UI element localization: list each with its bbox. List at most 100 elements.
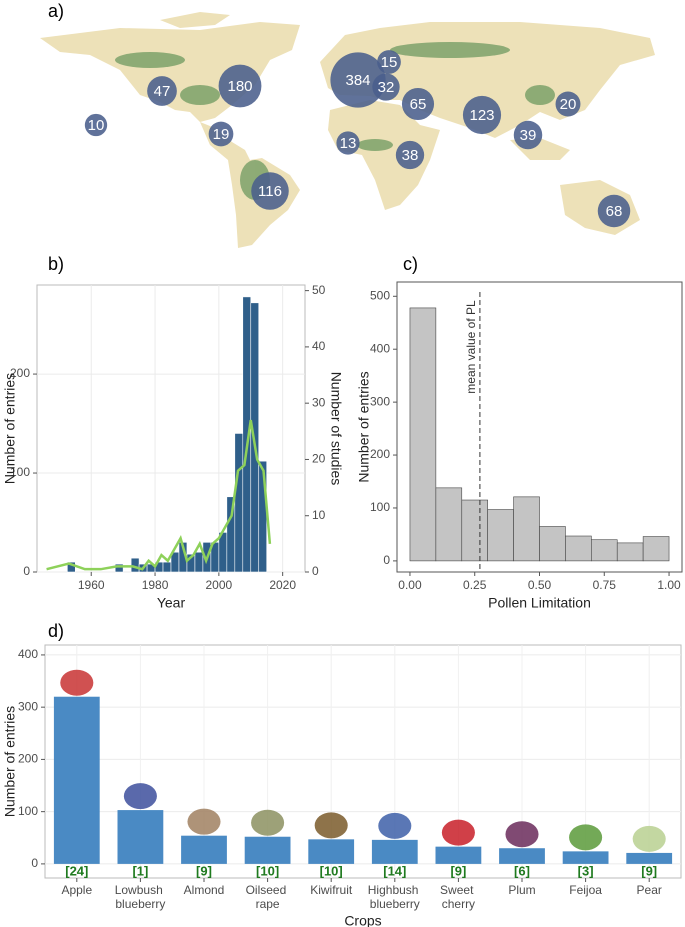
histogram-bar [461,499,488,562]
mean-annotation: mean value of PL [464,300,478,394]
histogram-bar [258,460,268,573]
x-tick-line: blueberry [115,897,165,911]
study-count-label: [9] [450,863,466,878]
x-tick-line: Lowbush [115,883,166,897]
forest [115,52,185,68]
crop-icon [314,812,348,839]
y2-axis-label: Number of studies [328,372,344,486]
y-tick-label: 0 [383,553,390,567]
bubble-label: 38 [402,147,419,164]
histogram-bar [591,539,618,562]
x-tick-line: cherry [442,897,475,911]
x-tick-label: 1960 [78,578,105,592]
y-tick-label: 20 [312,452,326,466]
bubble-label: 65 [410,96,427,113]
crop-icon [505,821,539,848]
study-count-label: [24] [65,863,88,878]
y-tick-label: 0 [23,564,30,578]
bar [435,846,482,864]
crop-icon [569,824,603,851]
histogram-bar [435,487,463,562]
land [40,22,300,122]
bar [626,852,673,864]
histogram-bar [513,496,540,562]
panel-label: c) [403,254,418,274]
x-tick-label: 1980 [142,578,169,592]
study-count-label: [9] [641,863,657,878]
x-tick-label: Lowbush blueberry [115,883,166,911]
x-tick-label: Oilseed rape [246,883,290,911]
crop-icon [441,819,475,846]
histogram-bar [114,563,124,573]
bubble [208,121,234,147]
y-tick-label: 400 [370,341,390,355]
land [160,12,230,28]
bubble-label: 19 [213,126,230,143]
y-tick-label: 400 [18,647,38,661]
x-tick-label: 0.00 [398,578,422,592]
bar [117,810,164,864]
bubble-label: 123 [469,107,494,124]
forest [357,139,393,151]
bubble-label: 13 [340,135,357,152]
crop-icon [251,809,285,836]
bubble [330,52,386,108]
bar [308,839,355,864]
y-axis-label: Number of entries [356,371,372,482]
x-tick-label: 0.25 [463,578,487,592]
bubble-label: 20 [560,96,577,113]
x-tick-line: rape [256,897,280,911]
study-count-label: [9] [196,863,212,878]
bubble-label: 116 [258,183,282,200]
histogram-bar [642,536,670,562]
y-tick-label: 30 [312,395,326,409]
crop-icon [632,825,666,852]
study-count-label: [6] [514,863,530,878]
y-tick-label: 200 [370,447,390,461]
bar [244,836,291,864]
y-tick-label: 100 [10,465,30,479]
x-tick-label: Pear [637,883,662,897]
y-tick-label: 50 [312,283,326,297]
forest [525,85,555,105]
y-tick-label: 10 [312,508,326,522]
y-tick-label: 0 [312,564,319,578]
x-tick-label: Feijoa [569,883,602,897]
y-tick-label: 200 [10,366,30,380]
studies-line [46,419,272,571]
bar [371,839,418,864]
panel-label: a) [48,1,64,21]
bar [499,848,545,864]
study-count-label: [10] [256,863,279,878]
bubble-label: 47 [154,83,171,100]
bubble-label: 180 [227,78,252,95]
x-tick-label: 1.00 [657,578,681,592]
histogram-bar [487,509,514,562]
x-tick-line: blueberry [370,897,420,911]
y-axis-label: Number of entries [2,706,18,817]
y-tick-label: 500 [370,288,390,302]
study-count-label: [3] [578,863,594,878]
crop-icon [123,783,157,810]
x-tick-label: Almond [184,883,225,897]
bubble-label: 68 [606,203,623,220]
panel-label: d) [48,621,64,641]
x-tick-label: Sweet cherry [440,883,477,911]
x-tick-label: 0.75 [593,578,617,592]
histogram-bar [565,535,592,562]
y-tick-label: 100 [18,804,38,818]
world-map [40,12,655,248]
y-tick-label: 0 [31,856,38,870]
x-axis-label: Year [157,595,186,611]
histogram-bar [194,551,204,573]
bubble [597,194,631,228]
x-tick-label: Kiwifruit [310,883,353,897]
histogram-bar [539,526,566,562]
forest [390,42,510,58]
x-tick-label: Highbush blueberry [368,883,422,911]
bubble [462,95,502,135]
bubble [395,140,425,170]
bubble [401,87,435,121]
bar [562,851,609,864]
x-tick-label: Plum [508,883,535,897]
